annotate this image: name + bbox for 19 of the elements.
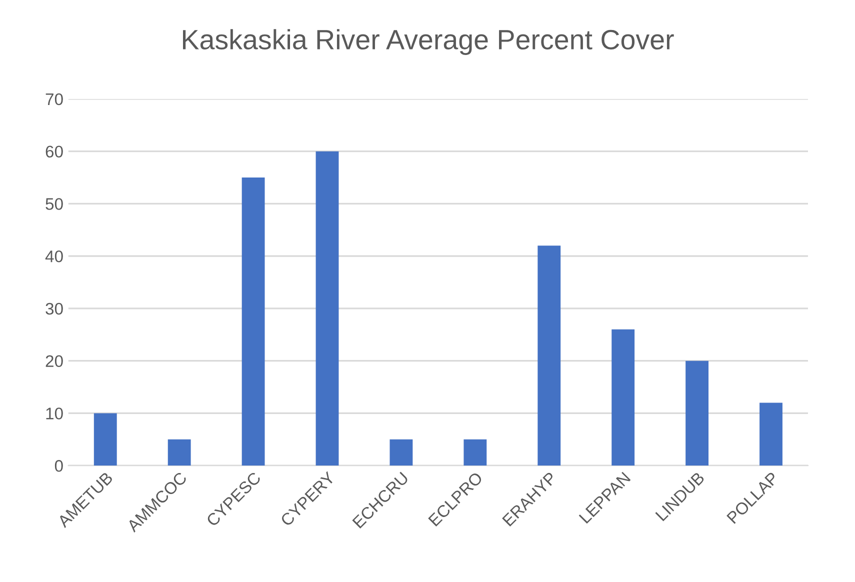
bar bbox=[94, 413, 117, 466]
bar bbox=[242, 178, 265, 466]
chart-title: Kaskaskia River Average Percent Cover bbox=[183, 29, 674, 55]
bar bbox=[390, 439, 413, 466]
bar bbox=[686, 360, 708, 466]
bar bbox=[168, 439, 191, 466]
bar bbox=[612, 329, 635, 466]
bar bbox=[760, 402, 782, 466]
y-tick-label: 40 bbox=[45, 250, 63, 262]
y-tick-label: 60 bbox=[46, 146, 63, 158]
y-tick-label: 10 bbox=[46, 408, 63, 420]
y-tick-label: 20 bbox=[46, 355, 63, 368]
bar bbox=[464, 439, 487, 466]
y-tick-label: 0 bbox=[54, 460, 63, 472]
y-tick-label: 50 bbox=[46, 198, 63, 210]
y-tick-label: 70 bbox=[46, 93, 63, 106]
y-tick-label: 30 bbox=[46, 302, 63, 315]
bar bbox=[538, 246, 561, 466]
bar bbox=[316, 151, 339, 466]
